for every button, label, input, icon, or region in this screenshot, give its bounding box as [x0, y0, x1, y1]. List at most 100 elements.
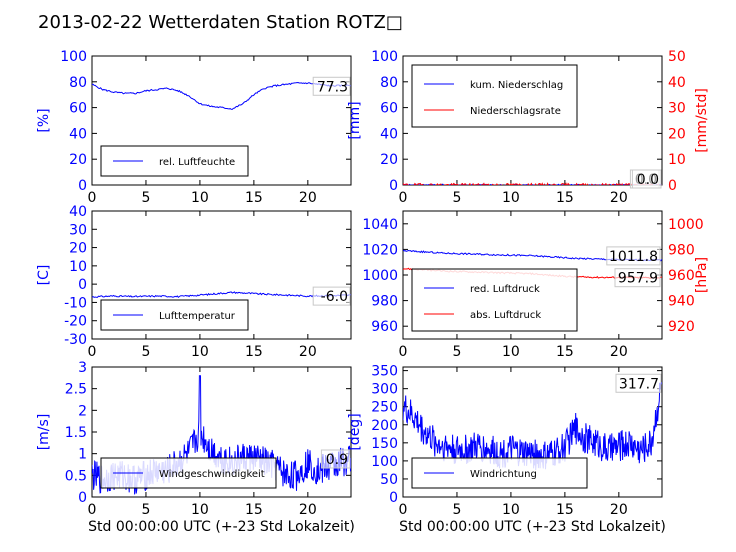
- last-value-label-2-box: [614, 268, 661, 288]
- x-tick-label: 5: [452, 190, 461, 206]
- x-tick-label: 20: [299, 502, 317, 518]
- series-line-niederschlagsrate: [403, 182, 662, 185]
- y-tick-label: 300: [371, 382, 398, 398]
- y-right-tick-label: 50: [668, 49, 686, 65]
- y-tick-label: 0.5: [65, 468, 87, 484]
- x-tick-label: 15: [556, 190, 574, 206]
- y-tick-label: 100: [371, 49, 398, 65]
- panel-precipitation: 0 5 10 15 20 0 20 40 60 80 100 0 10 20 30 40 50 [mm] [mm/s…: [347, 49, 710, 206]
- y-tick-label: 250: [371, 400, 398, 416]
- x-tick-label: 0: [399, 502, 408, 518]
- last-value-label: -6.0: [321, 289, 348, 305]
- y-axis-label: [m/s]: [36, 414, 52, 451]
- legend-label: Niederschlagsrate: [470, 106, 561, 117]
- x-tick-label: 10: [191, 344, 209, 360]
- legend-label: red. Luftdruck: [470, 284, 540, 295]
- legend-frame: [411, 268, 578, 332]
- y-tick-label: -10: [64, 295, 87, 311]
- last-value-label-2: 0.0: [637, 172, 659, 188]
- y-tick-label: -30: [64, 332, 87, 348]
- series-line-windrichtung: [403, 382, 662, 471]
- y-axis-label: [mm]: [347, 101, 363, 139]
- x-tick-label: 20: [610, 502, 628, 518]
- x-tick-label: 5: [141, 190, 150, 206]
- x-tick-label: 0: [88, 344, 97, 360]
- panel-pressure: 0 5 10 15 20 960 980 1000 1020 1040 920 940 960 980 10…: [362, 210, 710, 360]
- y-tick-label: 80: [380, 75, 398, 91]
- y-tick-label: 40: [380, 126, 398, 142]
- y-right-tick-label: 980: [668, 242, 695, 258]
- y-right-tick-label: 960: [668, 268, 695, 284]
- plot-frame: [402, 366, 663, 498]
- series-line-lufttemperatur: [92, 291, 351, 298]
- last-value-label: 77.3: [317, 79, 348, 95]
- y-right-tick-label: 30: [668, 101, 686, 117]
- y-tick-label: 200: [371, 418, 398, 434]
- x-tick-label: 5: [452, 344, 461, 360]
- x-tick-label: 10: [502, 344, 520, 360]
- y-tick-label: 960: [371, 319, 398, 335]
- y-tick-label: 0: [78, 490, 87, 506]
- y-tick-label: 60: [69, 101, 87, 117]
- series-line-rel-luftfeuchte: [92, 81, 351, 110]
- series-line-kum-niederschlag: [403, 183, 662, 185]
- legend-label: Windgeschwindigkeit: [159, 469, 265, 480]
- y-tick-label: 80: [69, 75, 87, 91]
- legend: red. Luftdruck abs. Luftdruck: [411, 268, 578, 332]
- y-tick-label: 100: [60, 49, 87, 65]
- x-tick-label: 5: [141, 344, 150, 360]
- y-tick-label: 980: [371, 294, 398, 310]
- last-value-label-box: [615, 373, 662, 393]
- y-axis-label: [%]: [36, 108, 52, 132]
- y-tick-label: 30: [69, 222, 87, 238]
- y-tick-label: 350: [371, 364, 398, 380]
- y-right-tick-label: 1000: [668, 217, 704, 233]
- x-tick-label: 10: [502, 502, 520, 518]
- last-value-label-2-box: [631, 169, 662, 189]
- panel-temperature: 0 5 10 15 20 -30 -20 -10 0 10 20 30 40 [C] Lufttempera…: [36, 204, 352, 360]
- y-tick-label: 150: [371, 436, 398, 452]
- y-tick-label: -20: [64, 314, 87, 330]
- y-tick-label: 0: [389, 490, 398, 506]
- y-right-tick-label: 0: [668, 178, 677, 194]
- last-value-label-2: 957.9: [618, 271, 658, 287]
- y-tick-label: 1020: [362, 242, 398, 258]
- y-tick-label: 40: [69, 204, 87, 220]
- plot-frame: [91, 55, 352, 186]
- x-tick-label: 10: [502, 190, 520, 206]
- y-tick-label: 0: [78, 277, 87, 293]
- y-tick-label: 10: [69, 259, 87, 275]
- x-tick-label: 10: [191, 502, 209, 518]
- y-tick-label: 1040: [362, 217, 398, 233]
- plot-frame: [91, 210, 352, 340]
- x-tick-label: 0: [399, 344, 408, 360]
- y-tick-label: 1: [78, 447, 87, 463]
- figure-title: 2013-02-22 Wetterdaten Station ROTZ□: [38, 12, 403, 33]
- y-tick-label: 3: [78, 360, 87, 376]
- legend: Windrichtung: [411, 457, 588, 489]
- last-value-label-box: [320, 449, 351, 469]
- y-tick-label: 1.5: [65, 425, 87, 441]
- y-right-axis-label: [mm/std]: [694, 88, 710, 153]
- y-right-tick-label: 10: [668, 152, 686, 168]
- last-value-label-box: [312, 286, 351, 306]
- x-tick-label: 15: [245, 190, 263, 206]
- x-tick-label: 0: [399, 190, 408, 206]
- y-axis-label: [deg]: [347, 413, 363, 450]
- y-tick-label: 0: [389, 178, 398, 194]
- last-value-label-box: [312, 76, 351, 96]
- y-tick-label: 20: [69, 152, 87, 168]
- y-tick-label: 0: [78, 178, 87, 194]
- y-tick-label: 2: [78, 403, 87, 419]
- x-tick-label: 0: [88, 190, 97, 206]
- y-tick-label: 2.5: [65, 382, 87, 398]
- legend-label: Lufttemperatur: [159, 311, 236, 322]
- y-right-tick-label: 20: [668, 126, 686, 142]
- legend-label: Windrichtung: [470, 469, 537, 480]
- panel-humidity: 0 5 10 15 20 0 20 40 60 80 100 [%] rel. Luftfeuchte 7…: [36, 49, 352, 206]
- legend-label: rel. Luftfeuchte: [159, 157, 235, 168]
- last-value-label: 0.9: [326, 452, 348, 468]
- legend-label: kum. Niederschlag: [470, 80, 563, 91]
- x-tick-label: 5: [141, 502, 150, 518]
